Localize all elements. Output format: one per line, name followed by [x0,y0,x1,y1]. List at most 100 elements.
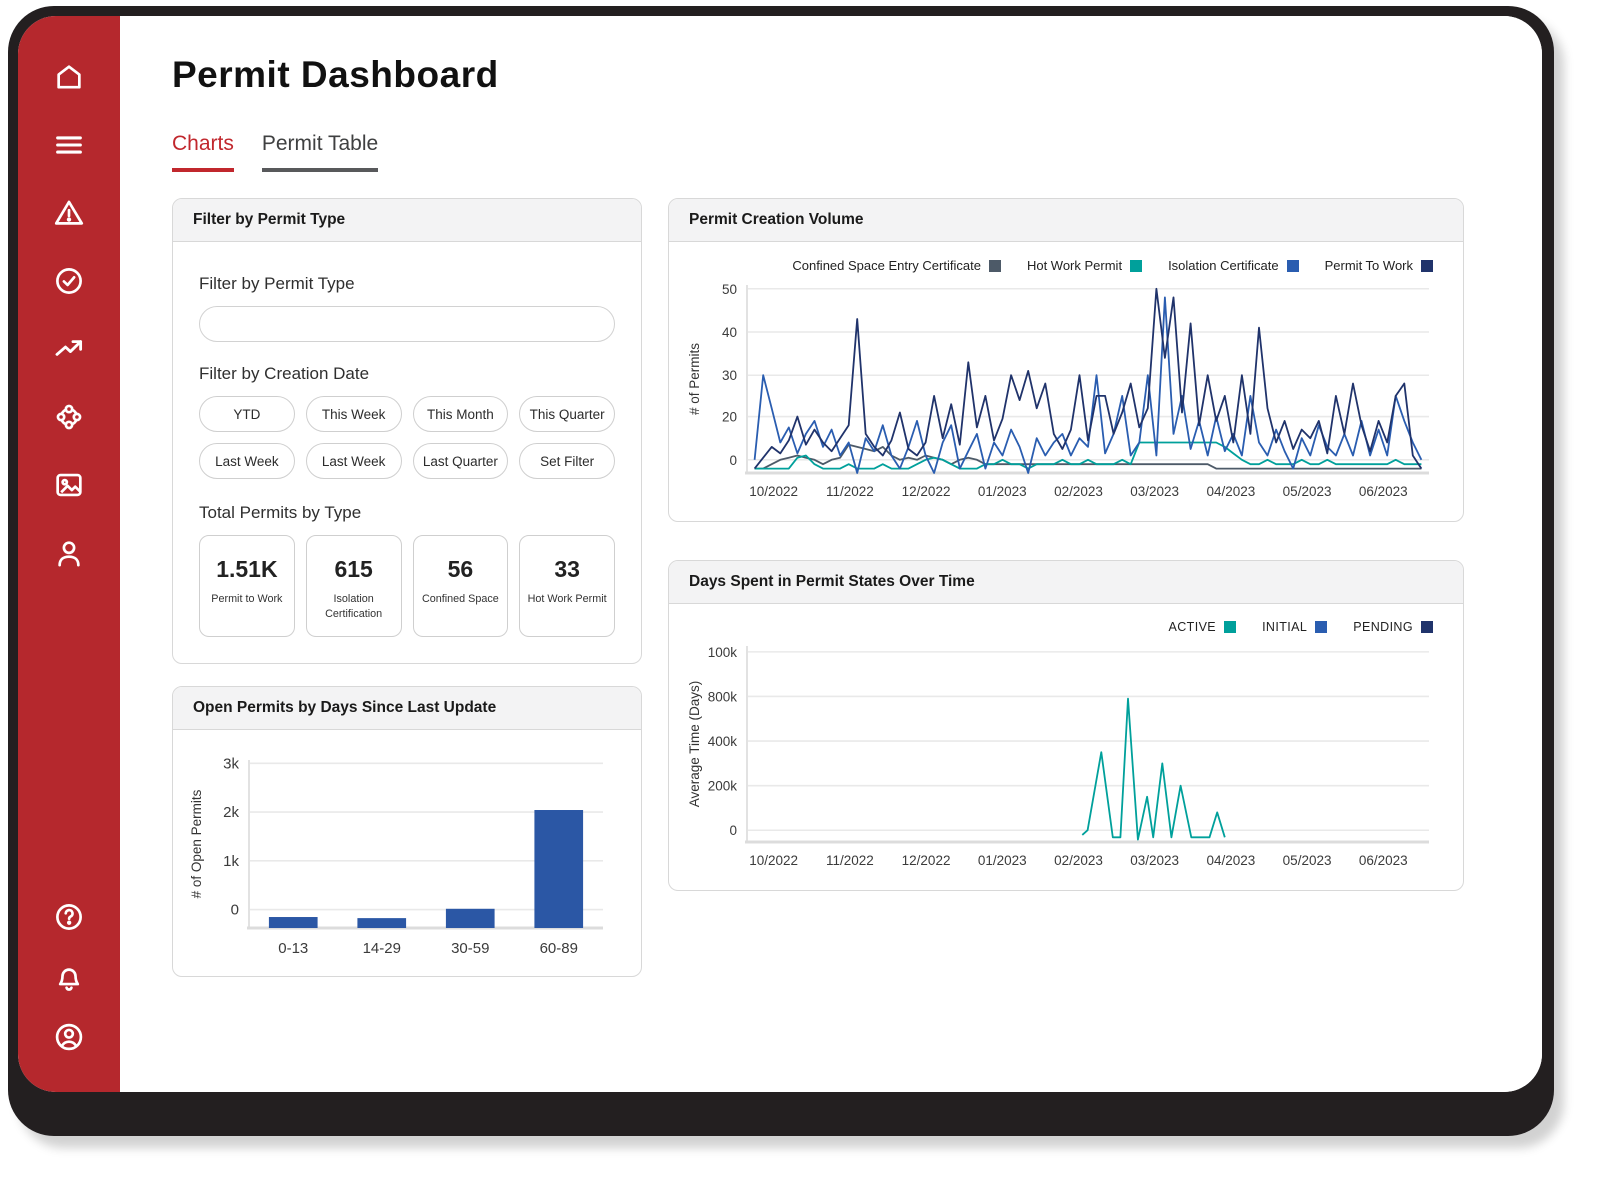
legend-swatch [1315,621,1328,633]
svg-text:0: 0 [729,823,737,838]
svg-text:30-59: 30-59 [451,940,489,957]
permit-type-label: Filter by Permit Type [199,274,355,293]
svg-text:# of Open Permits: # of Open Permits [189,790,204,899]
network-icon[interactable] [52,400,86,434]
bell-icon[interactable] [52,960,86,994]
stat-card-hot-work-permit: 33 Hot Work Permit [519,535,615,638]
days-spent-title: Days Spent in Permit States Over Time [669,561,1463,604]
svg-text:60-89: 60-89 [540,940,578,957]
permit-type-input[interactable] [199,306,615,342]
svg-text:01/2023: 01/2023 [978,484,1027,499]
svg-text:50: 50 [722,282,737,297]
stat-value: 33 [554,556,580,582]
filter-button-set-filter[interactable]: Set Filter [519,443,615,479]
date-filter-buttons: YTD This Week This Month This Quarter La… [199,396,615,479]
check-circle-icon[interactable] [52,264,86,298]
account-icon[interactable] [52,1020,86,1054]
svg-text:Average Time (Days): Average Time (Days) [687,681,702,808]
stat-value: 1.51K [216,556,278,582]
legend-label: ACTIVE [1168,620,1217,634]
filter-button-this-month[interactable]: This Month [412,396,509,432]
days-spent-legend: ACTIVE INITIAL PENDING [683,608,1441,636]
tab-charts[interactable]: Charts [172,132,234,172]
svg-text:03/2023: 03/2023 [1130,484,1179,499]
svg-text:05/2023: 05/2023 [1283,853,1332,868]
legend-swatch [1421,621,1433,633]
filter-button-this-week[interactable]: This Week [305,396,402,432]
stat-label: Confined Space [421,593,499,605]
stat-label: Hot Work Permit [527,593,607,605]
svg-text:02/2023: 02/2023 [1054,853,1103,868]
svg-text:04/2023: 04/2023 [1206,484,1255,499]
svg-text:30: 30 [722,368,737,383]
filter-button-ytd[interactable]: YTD [199,396,295,432]
filter-button-last-quarter[interactable]: Last Quarter [412,443,509,479]
legend-label: Hot Work Permit [1026,258,1123,273]
svg-text:20: 20 [722,410,737,425]
tab-permit-table[interactable]: Permit Table [261,132,379,172]
legend-swatch [988,259,1001,272]
svg-text:10/2022: 10/2022 [749,484,798,499]
filter-button-last-week-2[interactable]: Last Week [305,443,402,479]
user-icon[interactable] [52,536,86,570]
stat-label: Isolation Certification [325,593,383,621]
days-spent-line-chart: 100k 800k 400k 200k 0 10/2022 11/2022 12/2022 01… [687,645,1429,868]
legend-label: Confined Space Entry Certificate [792,258,981,273]
sidebar [18,16,120,1092]
svg-text:0: 0 [729,453,737,468]
svg-text:0: 0 [231,902,239,919]
alert-icon[interactable] [52,196,86,230]
help-icon[interactable] [52,900,86,934]
legend-label: Isolation Certificate [1168,258,1279,273]
menu-icon[interactable] [52,128,86,162]
stat-card-confined-space: 56 Confined Space [412,535,509,638]
svg-text:01/2023: 01/2023 [978,853,1027,868]
filter-panel: Filter by Permit Type Filter by Permit T… [172,198,642,665]
svg-text:400k: 400k [708,734,738,749]
svg-text:200k: 200k [708,779,738,794]
svg-text:11/2022: 11/2022 [826,484,874,499]
permit-volume-legend: Confined Space Entry Certificate Hot Wor… [683,246,1441,275]
permit-volume-panel: Permit Creation Volume Confined Space En… [668,198,1464,522]
legend-swatch [1130,259,1143,272]
svg-text:03/2023: 03/2023 [1130,853,1179,868]
svg-text:12/2022: 12/2022 [902,484,951,499]
legend-label: Permit To Work [1324,258,1413,273]
legend-label: PENDING [1353,620,1413,634]
tab-bar: Charts Permit Table [172,132,1464,172]
svg-text:12/2022: 12/2022 [902,853,951,868]
legend-swatch [1224,621,1237,633]
main-content: Permit Dashboard Charts Permit Table Fil… [120,16,1542,1092]
stat-card-permit-to-work: 1.51K Permit to Work [199,535,295,638]
home-icon[interactable] [52,60,86,94]
svg-text:04/2023: 04/2023 [1206,853,1255,868]
svg-text:14-29: 14-29 [363,940,401,957]
legend-swatch [1286,259,1299,272]
svg-text:05/2023: 05/2023 [1283,484,1332,499]
svg-text:100k: 100k [708,645,738,660]
svg-text:10/2022: 10/2022 [749,853,798,868]
trending-up-icon[interactable] [52,332,86,366]
stat-card-isolation-certification: 615 Isolation Certification [305,535,402,638]
filter-button-this-quarter[interactable]: This Quarter [519,396,615,432]
stat-value: 56 [447,556,474,582]
permit-volume-line-chart: 50 40 30 20 0 10/2022 11/2022 12/2022 01/2023 02/… [687,282,1429,499]
image-icon[interactable] [52,468,86,502]
filter-button-last-week-1[interactable]: Last Week [199,443,295,479]
svg-text:06/2023: 06/2023 [1359,853,1408,868]
days-spent-panel: Days Spent in Permit States Over Time AC… [668,560,1464,891]
svg-text:2k: 2k [223,804,239,821]
open-permits-bar-chart: 3k 2k 1k 0 0-13 14-29 30-59 60-89 # of Open Perm… [189,756,603,957]
svg-text:3k: 3k [223,756,239,773]
svg-text:800k: 800k [708,689,738,704]
svg-text:11/2022: 11/2022 [826,853,874,868]
open-permits-panel: Open Permits by Days Since Last Update 3… [172,686,642,978]
open-permits-title: Open Permits by Days Since Last Update [173,687,641,731]
stat-value: 615 [334,556,373,582]
filter-panel-title: Filter by Permit Type [173,199,641,242]
app-window-frame: Permit Dashboard Charts Permit Table Fil… [8,6,1554,1136]
page-title: Permit Dashboard [172,54,499,95]
permit-volume-title: Permit Creation Volume [669,199,1463,242]
app-window: Permit Dashboard Charts Permit Table Fil… [18,16,1542,1092]
totals-label: Total Permits by Type [199,503,362,522]
